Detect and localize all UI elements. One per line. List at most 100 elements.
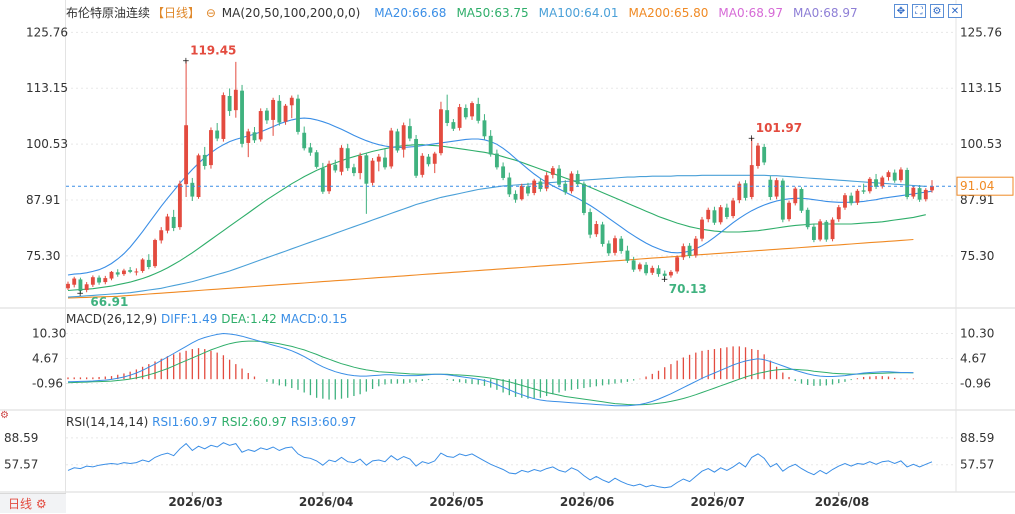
candle xyxy=(687,243,692,259)
ma100-line xyxy=(67,174,926,298)
candle xyxy=(370,158,375,186)
candle xyxy=(799,187,804,213)
candle xyxy=(376,154,381,172)
candle xyxy=(718,204,723,225)
candle xyxy=(153,238,157,268)
macd-panel: 10.30 10.30 4.67 4.67 -0.96 -0.96 xyxy=(32,327,994,407)
indicator-settings-icon[interactable]: ⚙ xyxy=(0,410,9,421)
candle xyxy=(768,176,773,201)
candle-body xyxy=(793,188,798,204)
candle-body xyxy=(445,110,450,124)
candle xyxy=(731,197,736,219)
candle xyxy=(271,97,276,136)
price-axis-label-right: 113.15 xyxy=(960,81,1002,95)
settings-icon[interactable]: ⚙ xyxy=(930,4,944,18)
rsi-axis-label-left: 88.59 xyxy=(4,431,38,445)
date-label: 2026/03 xyxy=(168,495,222,509)
price-axis-label-left: 87.91 xyxy=(26,193,60,207)
candle xyxy=(426,154,431,167)
ma-value-1: MA50:63.75 xyxy=(456,6,529,20)
period-label[interactable]: 【日线】 xyxy=(152,6,201,20)
macd-axis-label-left: 10.30 xyxy=(32,327,66,341)
candle xyxy=(432,151,437,174)
candle xyxy=(165,213,170,234)
period-button[interactable]: 日线 ⚙ xyxy=(0,493,66,513)
rsi-header: RSI(14,14,14) RSI1:60.97 RSI2:60.97 RSI3… xyxy=(66,414,356,430)
candle-body xyxy=(756,145,760,166)
price-axis-label-right: 87.91 xyxy=(960,193,994,207)
candle xyxy=(557,165,561,188)
candle xyxy=(532,178,537,196)
candle xyxy=(613,235,617,256)
rsi1-value: RSI1:60.97 xyxy=(152,415,218,429)
close-icon[interactable]: ✕ xyxy=(948,4,962,18)
candle xyxy=(600,221,605,247)
candle xyxy=(134,268,139,276)
candle-body xyxy=(432,153,437,164)
candle-body xyxy=(532,180,537,194)
candle xyxy=(501,162,506,181)
rsi-axis-label-right: 57.57 xyxy=(960,458,994,472)
candle-body xyxy=(302,132,307,149)
candle-body xyxy=(917,188,922,200)
candle xyxy=(656,265,661,277)
candle-body xyxy=(115,272,120,275)
candle-body xyxy=(401,125,406,150)
ma-value-5: MA0:68.97 xyxy=(793,6,858,20)
candle xyxy=(283,103,288,125)
chart-toolbar: ✥ ⛶ ⚙ ✕ xyxy=(894,4,962,18)
candle xyxy=(867,177,872,194)
candle-body xyxy=(420,155,425,175)
candle xyxy=(892,169,897,183)
candle xyxy=(420,153,425,178)
candle-body xyxy=(588,212,593,235)
settings-icon[interactable]: ⊖ xyxy=(205,6,216,20)
candle xyxy=(277,95,282,126)
candle-body xyxy=(439,109,443,154)
candle-body xyxy=(122,270,126,275)
candle xyxy=(414,134,419,178)
candle xyxy=(333,159,338,173)
candle-body xyxy=(687,245,692,256)
candle-body xyxy=(389,130,394,167)
macd-title[interactable]: MACD(26,12,9) xyxy=(66,312,158,326)
grid-lines xyxy=(66,31,956,257)
candle xyxy=(358,152,363,180)
candle-body xyxy=(669,271,673,276)
candle-body xyxy=(780,180,785,220)
candle-body xyxy=(805,209,810,228)
candle-body xyxy=(787,202,791,220)
candle-body xyxy=(470,103,474,117)
candle-body xyxy=(830,219,835,240)
candle xyxy=(693,235,698,258)
candle xyxy=(575,170,580,187)
ma-parameters[interactable]: MA(20,50,100,200,0,0) xyxy=(221,6,361,20)
candle-body xyxy=(737,183,742,201)
candle xyxy=(258,108,263,142)
candle-body xyxy=(264,110,269,121)
candle xyxy=(115,269,120,277)
candle xyxy=(706,207,711,223)
candle xyxy=(395,128,400,153)
candle-body xyxy=(476,103,481,121)
rsi-title[interactable]: RSI(14,14,14) xyxy=(66,415,149,429)
candle xyxy=(128,267,133,274)
candle xyxy=(886,170,891,181)
candle xyxy=(700,216,704,242)
candle-body xyxy=(159,230,164,241)
candle xyxy=(830,217,835,242)
fullscreen-icon[interactable]: ⛶ xyxy=(912,4,926,18)
candle xyxy=(103,275,108,285)
high-annotation: 119.45 xyxy=(190,43,236,57)
move-icon[interactable]: ✥ xyxy=(894,4,908,18)
symbol-name: 布伦特原油连续 xyxy=(66,6,151,20)
candle-body xyxy=(407,126,412,139)
candle-body xyxy=(886,172,891,178)
candle-body xyxy=(774,180,779,197)
ma-values: MA20:66.68 MA50:63.75 MA100:64.01 MA200:65.… xyxy=(366,6,859,20)
candle-body xyxy=(153,239,157,267)
candle-body xyxy=(364,155,369,184)
candle-body xyxy=(843,195,847,208)
candle xyxy=(917,185,922,202)
